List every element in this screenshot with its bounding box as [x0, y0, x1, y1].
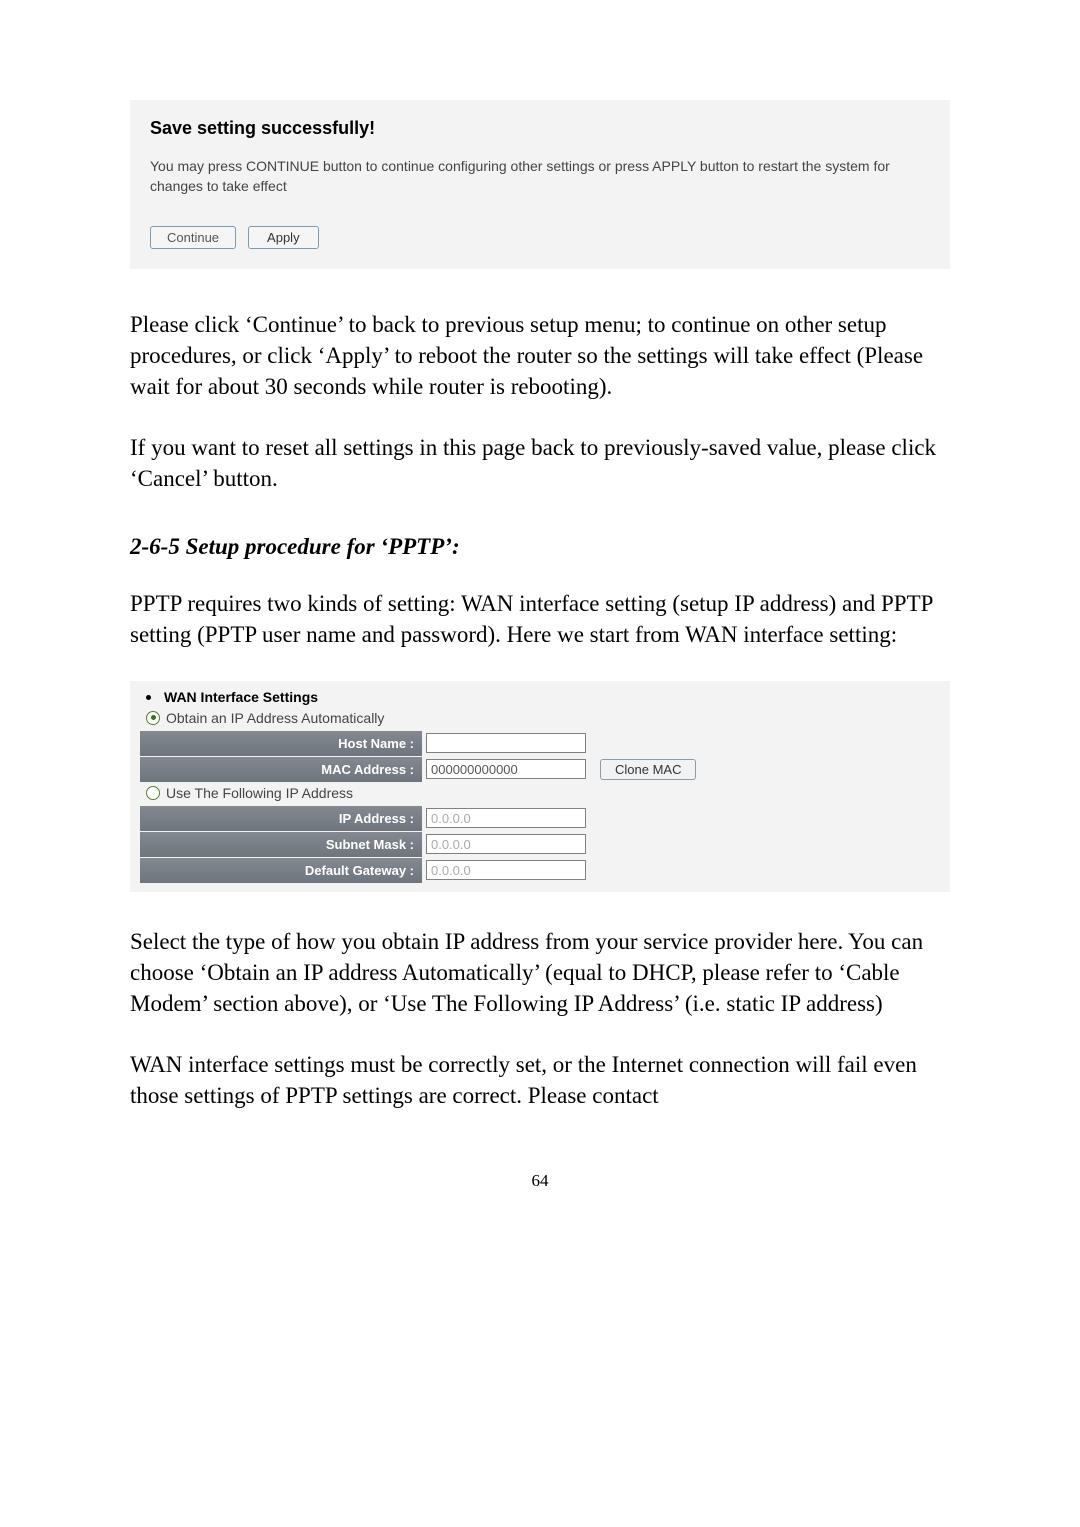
paragraph-wan-warning: WAN interface settings must be correctly… [130, 1049, 950, 1111]
subnet-mask-row: Subnet Mask : [140, 832, 940, 857]
ip-address-label: IP Address : [140, 806, 422, 831]
radio-auto-label: Obtain an IP Address Automatically [166, 710, 384, 726]
panel-description: You may press CONTINUE button to continu… [150, 157, 930, 196]
radio-selected-icon [146, 711, 160, 725]
subnet-mask-input [426, 834, 586, 854]
radio-static-label: Use The Following IP Address [166, 785, 353, 801]
ip-address-input [426, 808, 586, 828]
paragraph-pptp-intro: PPTP requires two kinds of setting: WAN … [130, 588, 950, 650]
default-gateway-label: Default Gateway : [140, 858, 422, 883]
continue-button[interactable]: Continue [150, 226, 236, 249]
clone-mac-button[interactable]: Clone MAC [600, 759, 696, 780]
wan-interface-settings-panel: WAN Interface Settings Obtain an IP Addr… [130, 681, 950, 892]
panel-title: Save setting successfully! [150, 118, 930, 139]
section-heading-pptp: 2-6-5 Setup procedure for ‘PPTP’: [130, 534, 950, 560]
mac-address-input[interactable] [426, 759, 586, 779]
ip-address-row: IP Address : [140, 806, 940, 831]
host-name-row: Host Name : [140, 731, 940, 756]
wan-section-title: WAN Interface Settings [140, 689, 940, 705]
mac-address-row: MAC Address : Clone MAC [140, 757, 940, 782]
default-gateway-row: Default Gateway : [140, 858, 940, 883]
save-success-panel: Save setting successfully! You may press… [130, 100, 950, 269]
host-name-input[interactable] [426, 733, 586, 753]
mac-address-label: MAC Address : [140, 757, 422, 782]
apply-button[interactable]: Apply [248, 226, 319, 249]
default-gateway-input [426, 860, 586, 880]
paragraph-select-type: Select the type of how you obtain IP add… [130, 926, 950, 1019]
panel-button-row: Continue Apply [150, 226, 930, 249]
paragraph-continue-apply: Please click ‘Continue’ to back to previ… [130, 309, 950, 402]
subnet-mask-label: Subnet Mask : [140, 832, 422, 857]
radio-unselected-icon [146, 786, 160, 800]
paragraph-cancel: If you want to reset all settings in thi… [130, 432, 950, 494]
radio-obtain-auto[interactable]: Obtain an IP Address Automatically [140, 708, 940, 730]
page-number: 64 [130, 1171, 950, 1191]
host-name-label: Host Name : [140, 731, 422, 756]
radio-use-following[interactable]: Use The Following IP Address [140, 783, 940, 805]
